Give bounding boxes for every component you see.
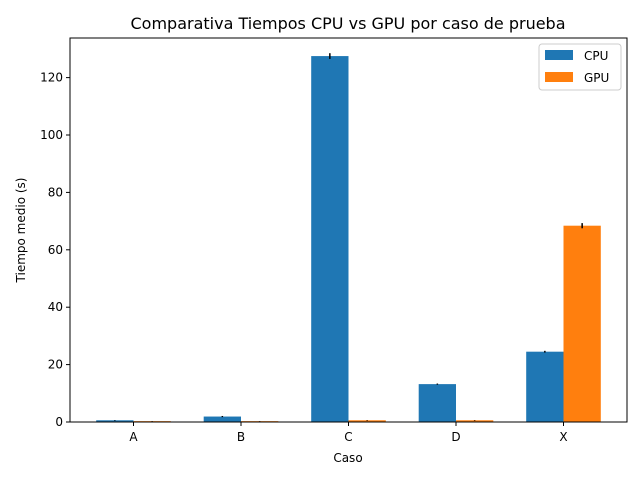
bar-gpu-x xyxy=(563,225,601,422)
bar-gpu-d xyxy=(456,420,494,422)
y-tick-label: 120 xyxy=(40,71,63,85)
y-tick-label: 60 xyxy=(48,243,63,257)
legend-swatch-gpu xyxy=(545,72,573,82)
legend: CPU GPU xyxy=(538,43,622,91)
bar-gpu-c xyxy=(348,420,386,422)
y-tick-label: 0 xyxy=(55,415,63,429)
x-tick-label: B xyxy=(237,430,245,444)
chart-title: Comparativa Tiempos CPU vs GPU por caso … xyxy=(130,14,565,33)
x-axis-label: Caso xyxy=(333,451,362,465)
x-tick-label: A xyxy=(129,430,138,444)
bar-cpu-x xyxy=(526,351,564,422)
bar-cpu-a xyxy=(96,420,134,422)
x-tick-label: X xyxy=(559,430,567,444)
x-tick-label: D xyxy=(451,430,460,444)
bar-cpu-b xyxy=(203,416,241,422)
legend-swatch-cpu xyxy=(545,50,573,60)
y-tick-label: 100 xyxy=(40,128,63,142)
legend-label-gpu: GPU xyxy=(584,71,609,85)
legend-label-cpu: CPU xyxy=(584,49,608,63)
bar-cpu-c xyxy=(311,56,349,422)
y-tick-label: 40 xyxy=(48,300,63,314)
y-tick-label: 20 xyxy=(48,358,63,372)
x-tick-label: C xyxy=(344,430,352,444)
y-tick-label: 80 xyxy=(48,185,63,199)
y-axis-label: Tiempo medio (s) xyxy=(14,178,28,284)
bar-cpu-d xyxy=(418,384,456,422)
